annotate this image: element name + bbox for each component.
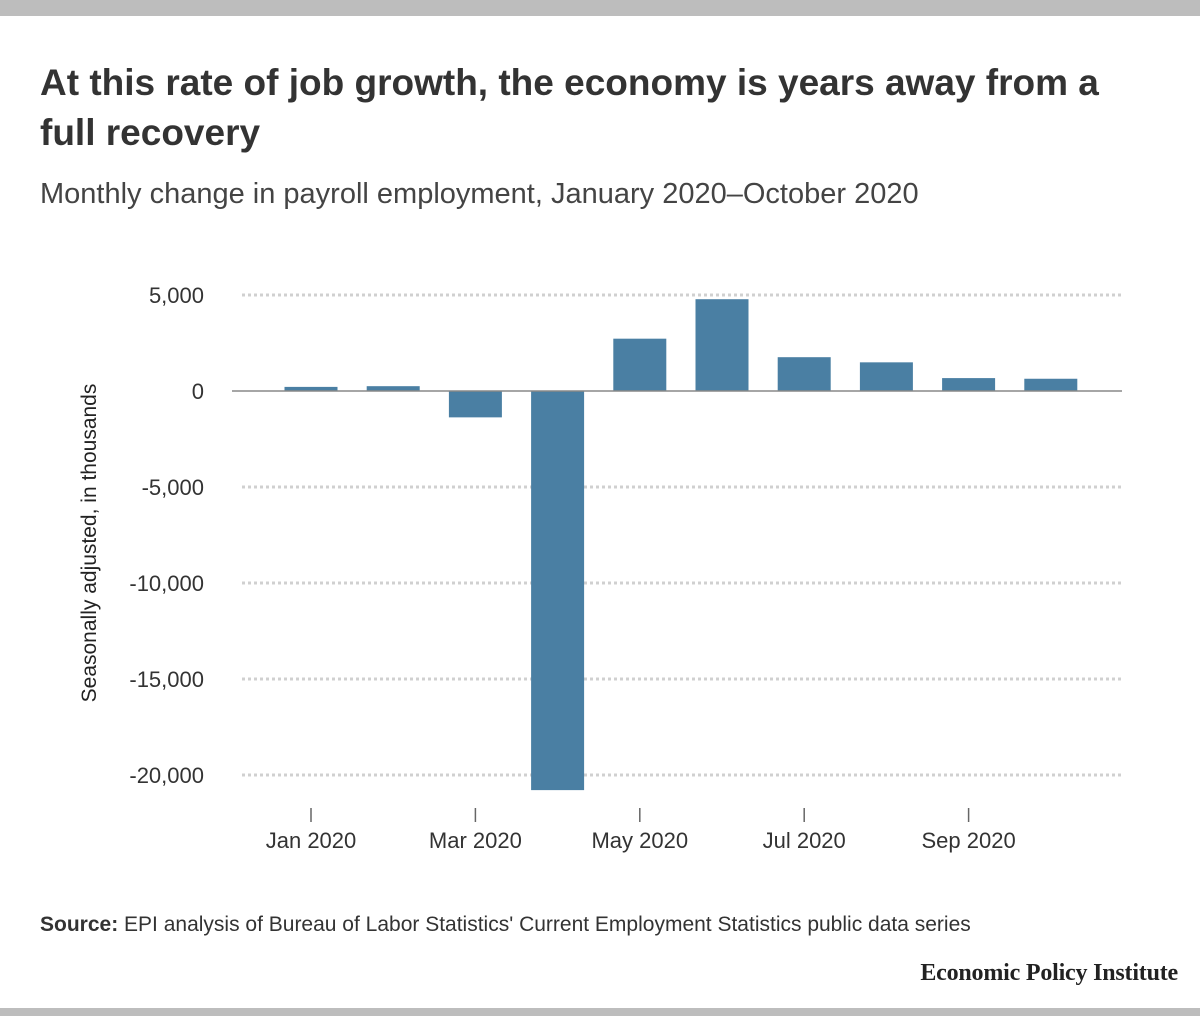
top-frame-bar <box>0 0 1200 16</box>
x-tick-label: Jan 2020 <box>266 828 357 853</box>
bar-jul-2020 <box>777 357 831 391</box>
bottom-frame-bar <box>0 1008 1200 1016</box>
y-tick-label: 0 <box>192 379 204 404</box>
bar-mar-2020 <box>448 391 502 418</box>
bar-chart: 5,000 0 -5,000 -10,000 -15,000 -20,000 Jan 202… <box>78 283 1122 853</box>
y-tick-label: -20,000 <box>129 763 204 788</box>
x-tick-label: Mar 2020 <box>429 828 522 853</box>
bar-jan-2020 <box>284 386 338 391</box>
source-note: Source: EPI analysis of Bureau of Labor … <box>40 911 1160 939</box>
y-tick-label: -5,000 <box>142 475 204 500</box>
bar-feb-2020 <box>366 386 420 391</box>
source-text: EPI analysis of Bureau of Labor Statisti… <box>118 913 971 936</box>
y-tick-label: -15,000 <box>129 667 204 692</box>
chart-title: At this rate of job growth, the economy … <box>40 62 1099 153</box>
x-tick-label: Jul 2020 <box>763 828 846 853</box>
bar-aug-2020 <box>859 362 913 391</box>
bar-jun-2020 <box>695 299 749 391</box>
bar-sep-2020 <box>942 378 996 391</box>
source-label: Source: <box>40 913 119 936</box>
bar-oct-2020 <box>1024 378 1078 391</box>
epi-logo: Economic Policy Institute <box>920 960 1178 986</box>
chart-subtitle: Monthly change in payroll employment, Ja… <box>40 178 919 210</box>
bar-may-2020 <box>613 338 667 391</box>
bar-apr-2020 <box>531 391 585 791</box>
y-axis-label: Seasonally adjusted, in thousands <box>78 384 101 703</box>
y-tick-label: -10,000 <box>129 571 204 596</box>
x-tick-label: Sep 2020 <box>921 828 1015 853</box>
y-tick-label: 5,000 <box>149 283 204 308</box>
x-tick-label: May 2020 <box>591 828 688 853</box>
